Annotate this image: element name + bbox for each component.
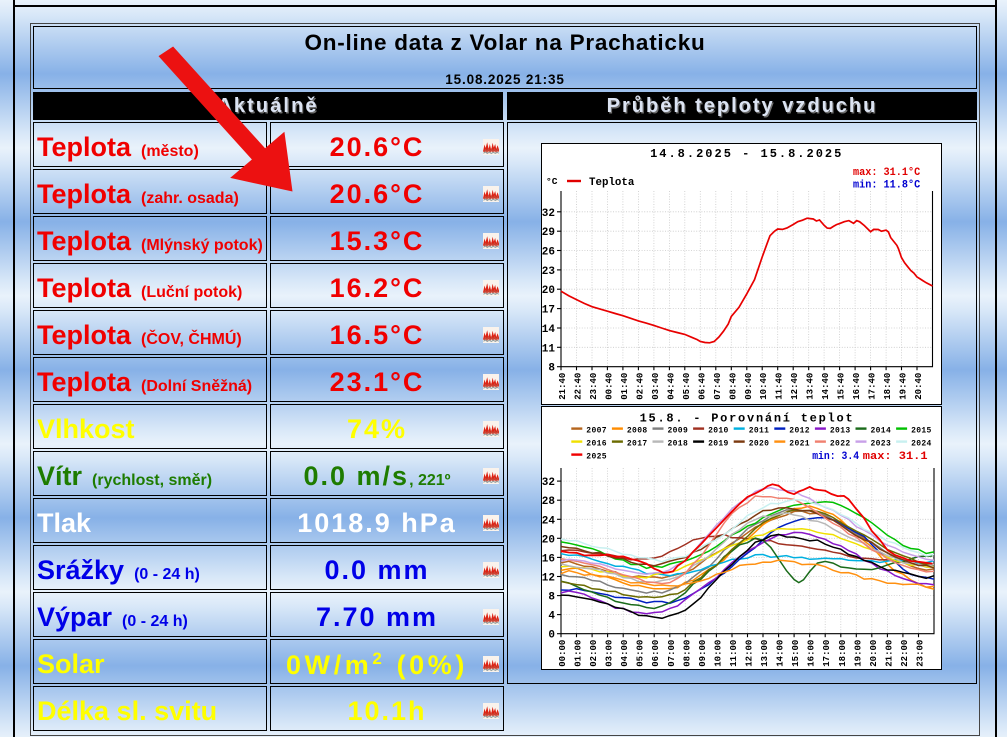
svg-text:20: 20 bbox=[542, 534, 555, 546]
svg-text:2011: 2011 bbox=[749, 426, 770, 435]
svg-text:2010: 2010 bbox=[708, 426, 729, 435]
svg-text:19:00: 19:00 bbox=[853, 640, 863, 667]
svg-text:13:00: 13:00 bbox=[760, 640, 770, 667]
svg-text:11:00: 11:00 bbox=[729, 640, 739, 667]
svg-text:24: 24 bbox=[542, 515, 555, 527]
svg-text:01:40: 01:40 bbox=[620, 373, 630, 400]
svg-text:2017: 2017 bbox=[627, 439, 648, 448]
svg-text:00:40: 00:40 bbox=[604, 373, 614, 400]
svg-text:22:00: 22:00 bbox=[900, 640, 910, 667]
svg-text:03:40: 03:40 bbox=[651, 373, 661, 400]
svg-text:23: 23 bbox=[542, 266, 555, 278]
svg-text:0: 0 bbox=[548, 630, 555, 642]
svg-text:2015: 2015 bbox=[911, 426, 932, 435]
svg-text:20:00: 20:00 bbox=[869, 640, 879, 667]
svg-text:28: 28 bbox=[542, 496, 555, 508]
svg-text:17:00: 17:00 bbox=[822, 640, 832, 667]
svg-text:16: 16 bbox=[542, 553, 555, 565]
svg-text:00:00: 00:00 bbox=[558, 640, 568, 667]
svg-text:15:00: 15:00 bbox=[791, 640, 801, 667]
svg-text:01:00: 01:00 bbox=[574, 640, 584, 667]
svg-text:2019: 2019 bbox=[708, 439, 729, 448]
svg-text:11: 11 bbox=[542, 343, 555, 355]
svg-text:18:00: 18:00 bbox=[838, 640, 848, 667]
svg-text:07:40: 07:40 bbox=[713, 373, 723, 400]
svg-text:21:00: 21:00 bbox=[884, 640, 894, 667]
svg-text:29: 29 bbox=[542, 227, 555, 239]
svg-text:12: 12 bbox=[542, 573, 555, 585]
svg-text:18:40: 18:40 bbox=[883, 373, 893, 400]
svg-text:10:40: 10:40 bbox=[759, 373, 769, 400]
svg-text:16:00: 16:00 bbox=[807, 640, 817, 667]
svg-text:2022: 2022 bbox=[830, 439, 851, 448]
svg-text:2021: 2021 bbox=[789, 439, 810, 448]
svg-text:10:00: 10:00 bbox=[713, 640, 723, 667]
svg-text:2018: 2018 bbox=[668, 439, 689, 448]
svg-text:22:40: 22:40 bbox=[574, 373, 584, 400]
svg-text:8: 8 bbox=[548, 592, 555, 604]
svg-text:12:40: 12:40 bbox=[790, 373, 800, 400]
svg-text:14:40: 14:40 bbox=[821, 373, 831, 400]
svg-text:09:40: 09:40 bbox=[744, 373, 754, 400]
svg-text:09:00: 09:00 bbox=[698, 640, 708, 667]
svg-text:2025: 2025 bbox=[586, 452, 607, 461]
svg-text:15.8. - Porovnání teplot: 15.8. - Porovnání teplot bbox=[640, 412, 855, 426]
svg-text:°C: °C bbox=[546, 176, 558, 187]
svg-text:2020: 2020 bbox=[749, 439, 770, 448]
svg-text:17: 17 bbox=[542, 305, 555, 317]
svg-text:max: 31.1°C: max: 31.1°C bbox=[853, 167, 920, 179]
svg-text:14: 14 bbox=[542, 324, 555, 336]
svg-text:23:40: 23:40 bbox=[589, 373, 599, 400]
svg-text:21:40: 21:40 bbox=[558, 373, 568, 400]
svg-text:20:40: 20:40 bbox=[914, 373, 924, 400]
svg-text:min: 3.4: min: 3.4 bbox=[812, 451, 859, 463]
svg-text:05:40: 05:40 bbox=[682, 373, 692, 400]
svg-text:06:40: 06:40 bbox=[697, 373, 707, 400]
svg-text:13:40: 13:40 bbox=[806, 373, 816, 400]
svg-text:2014: 2014 bbox=[871, 426, 892, 435]
svg-text:2008: 2008 bbox=[627, 426, 648, 435]
svg-text:2023: 2023 bbox=[871, 439, 892, 448]
svg-text:2013: 2013 bbox=[830, 426, 851, 435]
svg-text:8: 8 bbox=[548, 363, 555, 375]
svg-text:2024: 2024 bbox=[911, 439, 932, 448]
svg-text:Teplota: Teplota bbox=[589, 177, 635, 189]
svg-text:02:40: 02:40 bbox=[635, 373, 645, 400]
svg-text:08:40: 08:40 bbox=[728, 373, 738, 400]
svg-text:16:40: 16:40 bbox=[852, 373, 862, 400]
svg-text:04:00: 04:00 bbox=[620, 640, 630, 667]
svg-text:08:00: 08:00 bbox=[682, 640, 692, 667]
svg-text:03:00: 03:00 bbox=[605, 640, 615, 667]
svg-text:max: 31.1: max: 31.1 bbox=[863, 451, 928, 463]
svg-text:2009: 2009 bbox=[668, 426, 689, 435]
svg-text:06:00: 06:00 bbox=[651, 640, 661, 667]
svg-text:15:40: 15:40 bbox=[837, 373, 847, 400]
svg-text:2012: 2012 bbox=[789, 426, 810, 435]
svg-text:20: 20 bbox=[542, 285, 555, 297]
svg-text:02:00: 02:00 bbox=[589, 640, 599, 667]
svg-text:14.8.2025 - 15.8.2025: 14.8.2025 - 15.8.2025 bbox=[650, 147, 843, 161]
svg-text:2007: 2007 bbox=[586, 426, 607, 435]
svg-text:11:40: 11:40 bbox=[775, 373, 785, 400]
svg-text:17:40: 17:40 bbox=[868, 373, 878, 400]
svg-text:05:00: 05:00 bbox=[636, 640, 646, 667]
svg-text:4: 4 bbox=[548, 611, 555, 623]
svg-text:07:00: 07:00 bbox=[667, 640, 677, 667]
svg-text:14:00: 14:00 bbox=[776, 640, 786, 667]
svg-text:32: 32 bbox=[542, 477, 555, 489]
svg-text:26: 26 bbox=[542, 247, 555, 259]
svg-text:32: 32 bbox=[542, 208, 555, 220]
svg-text:2016: 2016 bbox=[586, 439, 607, 448]
svg-text:19:40: 19:40 bbox=[899, 373, 909, 400]
svg-text:04:40: 04:40 bbox=[666, 373, 676, 400]
svg-text:23:00: 23:00 bbox=[916, 640, 926, 667]
svg-text:min: 11.8°C: min: 11.8°C bbox=[853, 180, 920, 192]
svg-text:12:00: 12:00 bbox=[745, 640, 755, 667]
